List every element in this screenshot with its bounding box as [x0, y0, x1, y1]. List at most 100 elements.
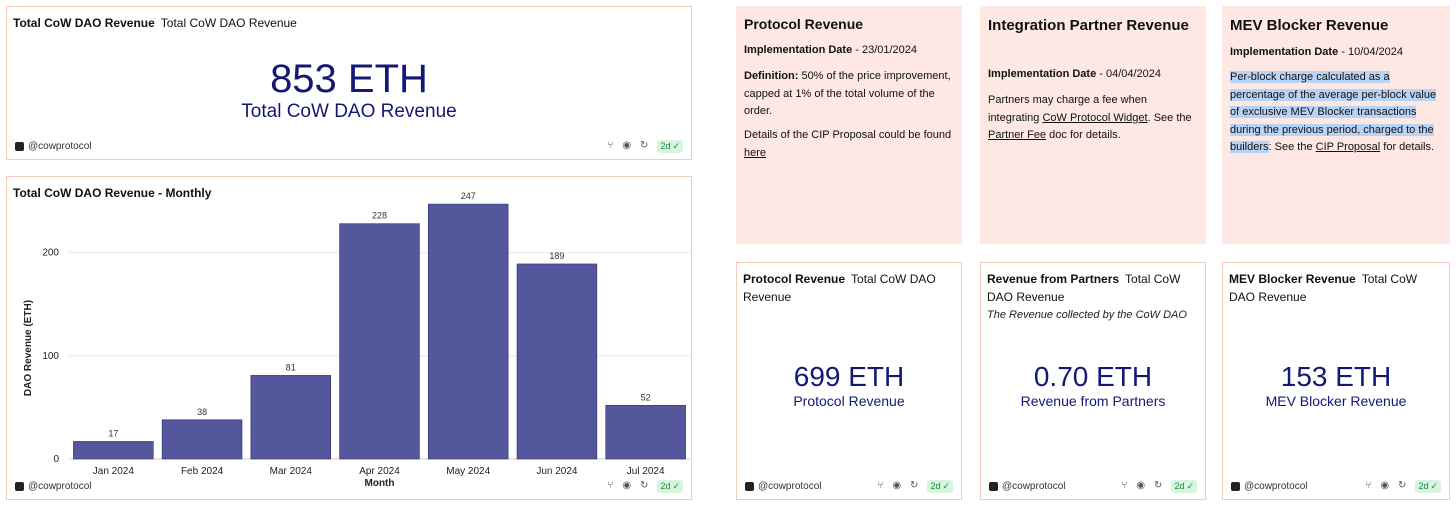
freshness-badge[interactable]: 2d ✓ — [657, 139, 683, 153]
panel-footer: @cowprotocol ⑂ ◉ ↻ 2d ✓ — [15, 139, 683, 153]
panel-subtitle: Total CoW DAO Revenue — [1229, 272, 1418, 304]
protocol-revenue-counter-panel: Protocol Revenue Total CoW DAO Revenue 69… — [736, 262, 962, 500]
freshness-badge[interactable]: 2d ✓ — [1415, 479, 1441, 493]
x-tick-label: Jan 2024 — [93, 466, 135, 477]
data-label: 247 — [461, 191, 476, 201]
panel-description: The Revenue collected by the CoW DAO — [987, 309, 1187, 321]
partner-fee-link[interactable]: Partner Fee — [988, 129, 1047, 141]
x-tick-label: Feb 2024 — [181, 466, 224, 477]
camera-icon[interactable]: ◉ — [622, 140, 632, 151]
panel-title: MEV Blocker Revenue Total CoW DAO Revenue — [1229, 270, 1443, 306]
cip-link[interactable]: here — [744, 146, 767, 159]
author-link[interactable]: @cowprotocol — [15, 141, 92, 152]
partner-body-pre: Partners may charge a fee when integrati… — [988, 94, 1147, 124]
counter-value: 0.70 ETH — [1033, 361, 1153, 392]
panel-title: Total CoW DAO Revenue - Monthly — [13, 184, 217, 202]
check-icon: ✓ — [672, 480, 680, 491]
panel-title-text: Total CoW DAO Revenue - Monthly — [13, 186, 212, 200]
date-value: - 23/01/2024 — [852, 44, 918, 56]
panel-subtitle: Total CoW DAO Revenue — [160, 16, 297, 30]
panel-title-text: Total CoW DAO Revenue — [13, 16, 155, 30]
fork-icon[interactable]: ⑂ — [1365, 480, 1372, 491]
widget-link[interactable]: CoW Protocol Widget — [1042, 111, 1148, 124]
panel-title-text: Revenue from Partners — [987, 272, 1120, 286]
author-link[interactable]: @cowprotocol — [989, 481, 1066, 492]
protocol-revenue-text-card: Protocol Revenue Implementation Date - 2… — [736, 6, 962, 244]
freshness-text: 2d — [660, 480, 671, 491]
check-icon: ✓ — [942, 480, 950, 491]
counter-label: Total CoW DAO Revenue — [241, 101, 457, 122]
card-title: Protocol Revenue — [744, 16, 864, 32]
panel-title: Total CoW DAO Revenue Total CoW DAO Reven… — [13, 14, 297, 32]
panel-title: Revenue from Partners Total CoW DAO Reven… — [987, 270, 1199, 324]
refresh-icon[interactable]: ↻ — [1398, 480, 1407, 491]
mev-body-post: for details. — [1380, 141, 1435, 153]
camera-icon[interactable]: ◉ — [1136, 480, 1146, 491]
date-label: Implementation Date — [1230, 46, 1339, 58]
x-tick-label: Jul 2024 — [627, 466, 665, 477]
partner-body: Partners may charge a fee when integrati… — [988, 92, 1196, 145]
date-label: Implementation Date — [988, 68, 1097, 80]
monthly-revenue-chart: 0 100 200 17 Jan 2024 38 Feb 2024 81 Mar 2024 228… — [23, 191, 690, 487]
author-link[interactable]: @cowprotocol — [15, 481, 92, 492]
fork-icon[interactable]: ⑂ — [607, 480, 614, 491]
panel-footer: @cowprotocol ⑂ ◉ ↻ 2d ✓ — [989, 479, 1197, 493]
panel-title-text: Protocol Revenue — [743, 272, 846, 286]
partner-revenue-text-card: Integration Partner Revenue Implementati… — [980, 6, 1206, 244]
x-tick-label: May 2024 — [446, 466, 490, 477]
monthly-revenue-panel: Total CoW DAO Revenue - Monthly 0 100 200 1… — [6, 176, 692, 500]
refresh-icon[interactable]: ↻ — [1154, 480, 1163, 491]
camera-icon[interactable]: ◉ — [1380, 480, 1390, 491]
camera-icon[interactable]: ◉ — [622, 480, 632, 491]
author-handle: @cowprotocol — [28, 480, 92, 492]
partner-revenue-counter-panel: Revenue from Partners Total CoW DAO Reven… — [980, 262, 1206, 500]
bar-apr-2024 — [339, 223, 420, 460]
counter: 0.70 ETH Revenue from Partners — [981, 361, 1205, 409]
refresh-icon[interactable]: ↻ — [910, 480, 919, 491]
mev-body-mid: : See the — [1268, 141, 1316, 153]
freshness-badge[interactable]: 2d ✓ — [657, 479, 683, 493]
author-link[interactable]: @cowprotocol — [1231, 481, 1308, 492]
date-value: - 10/04/2024 — [1338, 46, 1404, 58]
github-icon — [745, 481, 754, 491]
check-icon: ✓ — [1186, 480, 1194, 491]
counter: 699 ETH Protocol Revenue — [737, 361, 961, 409]
fork-icon[interactable]: ⑂ — [877, 480, 884, 491]
panel-subtitle: Total CoW DAO Revenue — [987, 272, 1181, 304]
camera-icon[interactable]: ◉ — [892, 480, 902, 491]
x-axis-title: Month — [365, 478, 395, 487]
counter-label: MEV Blocker Revenue — [1265, 393, 1407, 409]
card-title: Integration Partner Revenue — [988, 17, 1189, 34]
mev-blocker-counter-panel: MEV Blocker Revenue Total CoW DAO Revenue… — [1222, 262, 1450, 500]
github-icon — [989, 481, 998, 491]
y-tick-label: 0 — [53, 454, 59, 465]
bar-jan-2024 — [73, 441, 154, 460]
check-icon: ✓ — [1430, 480, 1438, 491]
panel-title: Protocol Revenue Total CoW DAO Revenue — [743, 270, 955, 306]
x-tick-label: Jun 2024 — [536, 466, 578, 477]
cip-proposal-link[interactable]: CIP Proposal — [1315, 141, 1381, 153]
refresh-icon[interactable]: ↻ — [640, 140, 649, 151]
date-label: Implementation Date — [744, 44, 853, 56]
freshness-badge[interactable]: 2d ✓ — [927, 479, 953, 493]
data-label: 52 — [641, 392, 651, 402]
github-icon — [15, 481, 24, 491]
partner-body-post: doc for details. — [1046, 129, 1121, 141]
freshness-badge[interactable]: 2d ✓ — [1171, 479, 1197, 493]
details-body: Details of the CIP Proposal could be fou… — [744, 129, 952, 141]
x-tick-label: Apr 2024 — [359, 466, 400, 477]
bar-jul-2024 — [605, 405, 686, 460]
data-label: 38 — [197, 407, 207, 417]
counter-value: 853 ETH — [270, 57, 428, 101]
definition-text: Definition: 50% of the price improvement… — [744, 68, 952, 121]
author-handle: @cowprotocol — [1244, 480, 1308, 492]
author-link[interactable]: @cowprotocol — [745, 481, 822, 492]
freshness-text: 2d — [1418, 480, 1429, 491]
data-label: 189 — [549, 251, 564, 261]
fork-icon[interactable]: ⑂ — [607, 140, 614, 151]
bar-mar-2024 — [250, 375, 332, 460]
fork-icon[interactable]: ⑂ — [1121, 480, 1128, 491]
refresh-icon[interactable]: ↻ — [640, 480, 649, 491]
card-title: MEV Blocker Revenue — [1230, 17, 1389, 34]
github-icon — [15, 141, 24, 151]
